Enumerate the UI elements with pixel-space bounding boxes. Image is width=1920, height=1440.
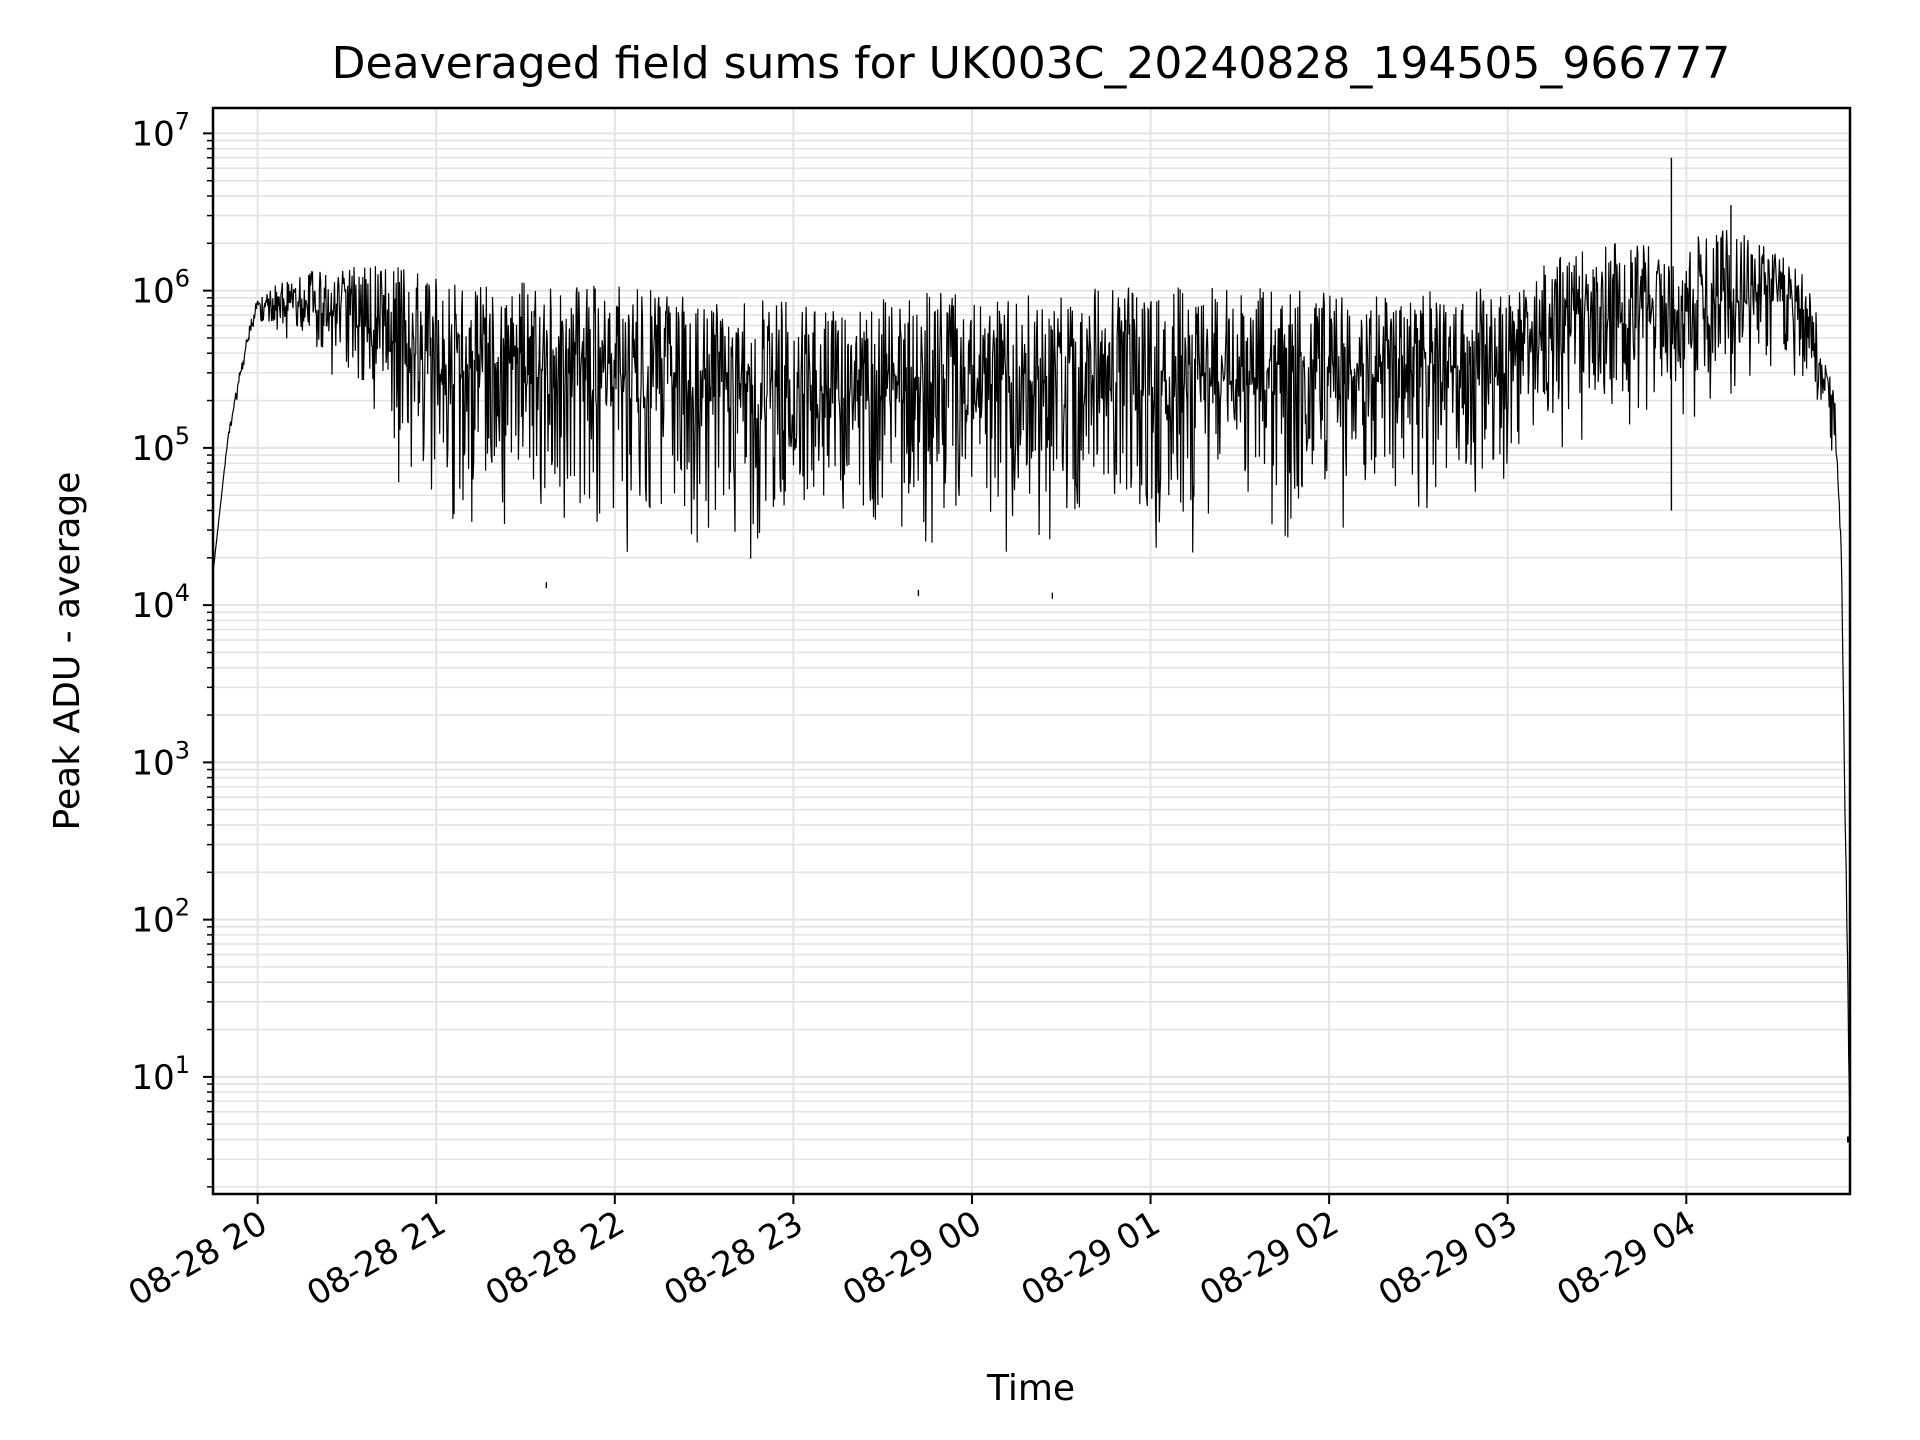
y-tick-label: 106 xyxy=(131,265,190,312)
series-line xyxy=(212,157,1851,1143)
y-tick-label: 103 xyxy=(131,736,190,783)
chart-title: Deaveraged field sums for UK003C_2024082… xyxy=(332,38,1731,89)
x-tick-label: 08-29 02 xyxy=(1193,1203,1345,1314)
x-axis: 08-28 20 08-28 21 08-28 22 08-28 23 08-29 00… xyxy=(122,1194,1703,1314)
y-tick-label: 104 xyxy=(131,579,190,626)
x-axis-label: Time xyxy=(986,1368,1075,1409)
y-tick-label: 105 xyxy=(131,422,190,469)
y-tick-label: 102 xyxy=(131,894,190,941)
y-tick-label: 101 xyxy=(131,1051,190,1098)
x-tick-label: 08-28 21 xyxy=(300,1203,452,1314)
y-axis: 101 102 103 104 105 106 107 xyxy=(131,107,213,1188)
grid xyxy=(213,108,1850,1194)
x-tick-label: 08-28 23 xyxy=(657,1203,809,1314)
plot-frame xyxy=(211,106,1852,1196)
x-tick-label: 08-28 22 xyxy=(479,1203,631,1314)
x-tick-label: 08-29 00 xyxy=(836,1203,988,1314)
y-tick-label: 107 xyxy=(131,107,190,154)
x-tick-label: 08-29 03 xyxy=(1372,1203,1524,1314)
series-trace xyxy=(212,229,1851,1141)
x-tick-label: 08-29 04 xyxy=(1550,1203,1702,1314)
y-axis-label: Peak ADU - average xyxy=(47,472,88,831)
x-tick-label: 08-29 01 xyxy=(1015,1203,1167,1314)
x-tick-label: 08-28 20 xyxy=(122,1203,274,1314)
